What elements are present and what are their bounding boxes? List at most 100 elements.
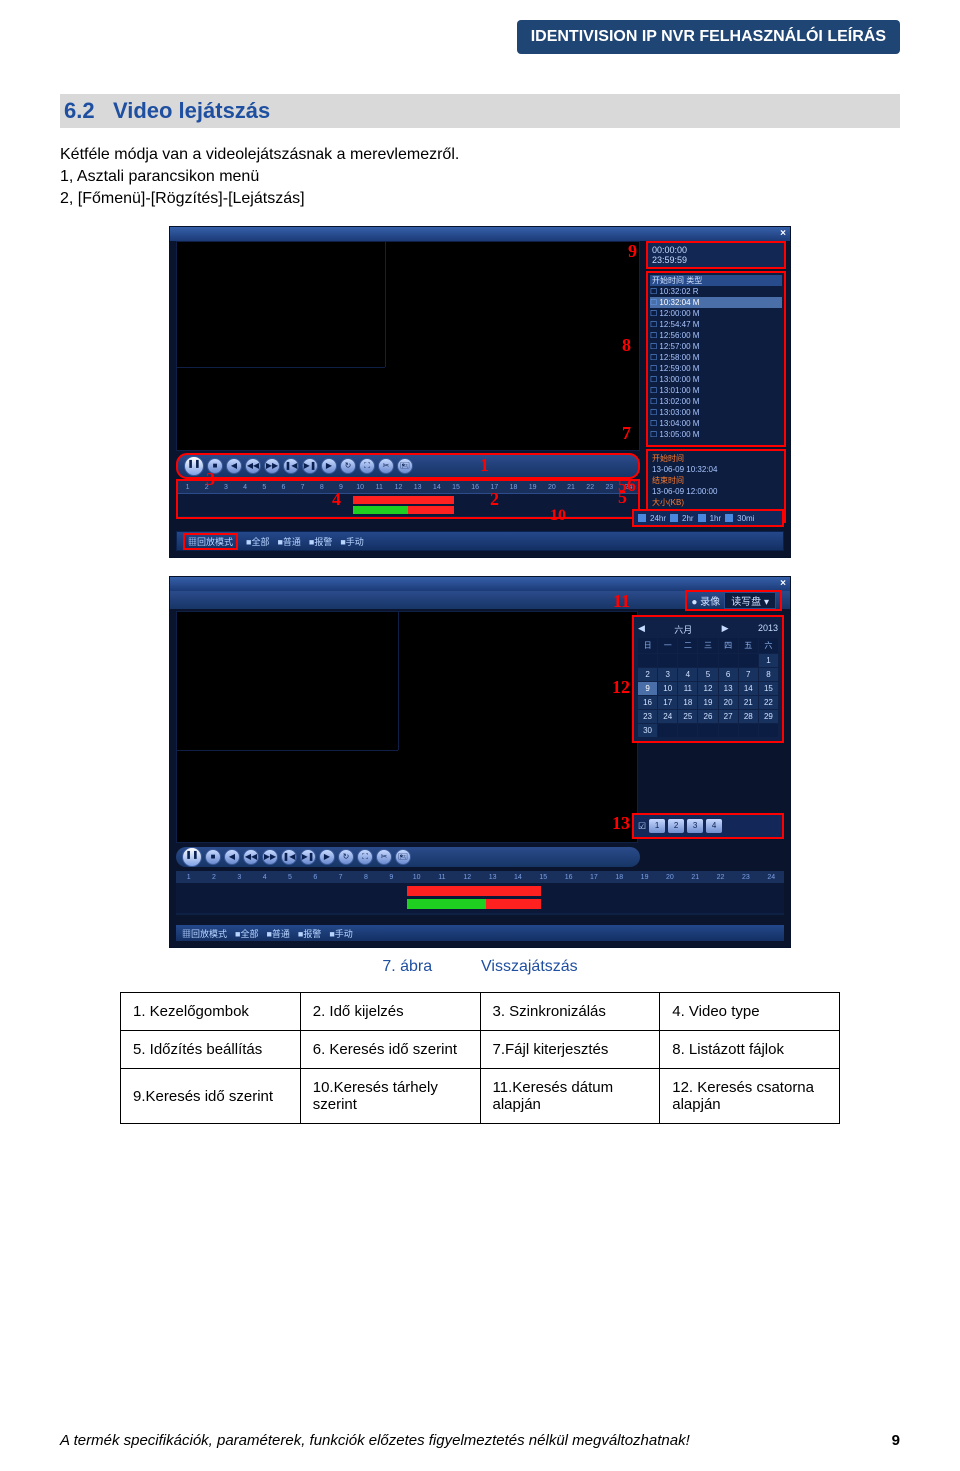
- footer-disclaimer: A termék specifikációk, paraméterek, fun…: [60, 1432, 690, 1449]
- list-item[interactable]: 13:01:00 M: [650, 385, 782, 396]
- bottom-bar: ▦回放模式 ■全部 ■普通 ■报警 ■手动: [176, 531, 784, 551]
- annotation-5: 5: [618, 487, 627, 508]
- list-item[interactable]: 13:00:00 M: [650, 374, 782, 385]
- annotation-9: 9: [628, 241, 637, 262]
- filter-all[interactable]: ■全部: [235, 927, 258, 940]
- annotation-2: 2: [490, 489, 499, 510]
- fullscreen-button[interactable]: ⛶: [357, 849, 373, 865]
- snapshot-button[interactable]: 🖭: [395, 849, 411, 865]
- rewind-button[interactable]: ◀◀: [243, 849, 259, 865]
- table-cell: 8. Listázott fájlok: [660, 1031, 840, 1069]
- list-item[interactable]: 10:32:02 R: [650, 286, 782, 297]
- table-cell: 9.Keresés idő szerint: [121, 1069, 301, 1124]
- table-cell: 7.Fájl kiterjesztés: [480, 1031, 660, 1069]
- stepfwd-button[interactable]: ▶❚: [300, 849, 316, 865]
- bottom-bar: ▦回放模式 ■全部 ■普通 ■报警 ■手动: [176, 925, 784, 941]
- figure-caption: 7. ábra Visszajátszás: [60, 958, 900, 976]
- list-item[interactable]: 13:04:00 M: [650, 418, 782, 429]
- time-scale-legend[interactable]: 24hr 2hr 1hr 30mi: [632, 509, 784, 527]
- scale-30min[interactable]: 30mi: [737, 514, 754, 523]
- pause-button[interactable]: ❚❚: [182, 847, 202, 867]
- list-item[interactable]: 12:57:00 M: [650, 341, 782, 352]
- stepback-button[interactable]: ❚◀: [281, 849, 297, 865]
- calendar-panel[interactable]: ◀ 六月 ▶ 2013 日一二三四五六......123456789101112…: [632, 615, 784, 743]
- stepback-button[interactable]: ❚◀: [283, 458, 299, 474]
- channel-1-button[interactable]: 1: [649, 819, 665, 833]
- annotation-4: 4: [332, 489, 341, 510]
- annotation-10: 10: [550, 507, 566, 525]
- list-item[interactable]: 12:56:00 M: [650, 330, 782, 341]
- next-button[interactable]: ▶: [321, 458, 337, 474]
- list-item[interactable]: 13:02:00 M: [650, 396, 782, 407]
- record-radio[interactable]: ● 录像: [691, 593, 720, 608]
- list-item[interactable]: 12:59:00 M: [650, 363, 782, 374]
- annotation-1: 1: [480, 455, 489, 476]
- recording-file-list[interactable]: 开始时间 类型 10:32:02 R 10:32:04 M 12:00:00 M…: [646, 271, 786, 447]
- playback-mode-button[interactable]: ▦回放模式: [183, 533, 238, 550]
- close-icon[interactable]: ×: [780, 578, 786, 589]
- playback-screenshot-2: × ● 录像 读写盘 ▾ ◀ 六月 ▶ 2013: [169, 576, 791, 948]
- list-item[interactable]: 12:54:47 M: [650, 319, 782, 330]
- playback-controls: ❚❚ ■ ◀ ◀◀ ▶▶ ❚◀ ▶❚ ▶ ↻ ⛶ ✂ 🖭: [176, 847, 640, 867]
- filter-normal[interactable]: ■普通: [266, 927, 289, 940]
- fastfwd-button[interactable]: ▶▶: [264, 458, 280, 474]
- filter-alarm[interactable]: ■报警: [309, 535, 332, 548]
- filter-manual[interactable]: ■手动: [340, 535, 363, 548]
- channel-3-button[interactable]: 3: [687, 819, 703, 833]
- pause-button[interactable]: ❚❚: [184, 456, 204, 476]
- list-item[interactable]: 13:03:00 M: [650, 407, 782, 418]
- playback-screenshot-1: × 00:00:00 23:59:59 开始时间 类型 10:32:02 R 1…: [169, 226, 791, 558]
- cut-button[interactable]: ✂: [378, 458, 394, 474]
- scale-2hr[interactable]: 2hr: [682, 514, 694, 523]
- list-item[interactable]: 12:00:00 M: [650, 308, 782, 319]
- channel-all-checkbox[interactable]: ☑: [638, 821, 646, 832]
- list-item[interactable]: 12:58:00 M: [650, 352, 782, 363]
- list-item[interactable]: 10:32:04 M: [650, 297, 782, 308]
- fullscreen-button[interactable]: ⛶: [359, 458, 375, 474]
- channel-select-panel[interactable]: ☑ 1 2 3 4: [632, 813, 784, 839]
- document-header-badge: IDENTIVISION IP NVR FELHASZNÁLÓI LEÍRÁS: [517, 20, 900, 54]
- section-title-text: Video lejátszás: [113, 98, 270, 123]
- playback-mode-button[interactable]: ▦回放模式: [182, 927, 227, 940]
- info-end-value: 13-06-09 12:00:00: [652, 486, 780, 497]
- scale-1hr[interactable]: 1hr: [710, 514, 722, 523]
- list-header: 开始时间 类型: [650, 275, 782, 286]
- annotation-7: 7: [622, 423, 631, 444]
- filter-all[interactable]: ■全部: [246, 535, 269, 548]
- loop-button[interactable]: ↻: [340, 458, 356, 474]
- legend-table: 1. Kezelőgombok 2. Idő kijelzés 3. Szink…: [120, 992, 840, 1124]
- prev-month-icon[interactable]: ◀: [638, 623, 645, 636]
- snapshot-button[interactable]: 🖭: [397, 458, 413, 474]
- playback-timeline[interactable]: 123456789101112131415161718192021222324: [176, 479, 640, 519]
- channel-2-button[interactable]: 2: [668, 819, 684, 833]
- prev-button[interactable]: ◀: [224, 849, 240, 865]
- filter-normal[interactable]: ■普通: [277, 535, 300, 548]
- prev-button[interactable]: ◀: [226, 458, 242, 474]
- filter-alarm[interactable]: ■报警: [298, 927, 321, 940]
- fastfwd-button[interactable]: ▶▶: [262, 849, 278, 865]
- stepfwd-button[interactable]: ▶❚: [302, 458, 318, 474]
- channel-4-button[interactable]: 4: [706, 819, 722, 833]
- loop-button[interactable]: ↻: [338, 849, 354, 865]
- rewind-button[interactable]: ◀◀: [245, 458, 261, 474]
- playback-controls: ❚❚ ■ ◀ ◀◀ ▶▶ ❚◀ ▶❚ ▶ ↻ ⛶ ✂ 🖭: [176, 453, 640, 479]
- cut-button[interactable]: ✂: [376, 849, 392, 865]
- next-button[interactable]: ▶: [319, 849, 335, 865]
- playback-timeline[interactable]: 123456789101112131415161718192021222324: [176, 871, 784, 915]
- list-item[interactable]: 13:05:00 M: [650, 429, 782, 440]
- section-heading: 6.2 Video lejátszás: [60, 94, 900, 128]
- next-month-icon[interactable]: ▶: [722, 623, 729, 636]
- annotation-11: 11: [613, 591, 630, 612]
- stop-button[interactable]: ■: [205, 849, 221, 865]
- scale-24hr[interactable]: 24hr: [650, 514, 666, 523]
- info-end-label: 结束时间: [652, 476, 684, 485]
- method-line-2: 2, [Főmenü]-[Rögzítés]-[Lejátszás]: [60, 190, 900, 208]
- close-icon[interactable]: ×: [780, 228, 786, 239]
- video-grid: [176, 611, 638, 843]
- filter-manual[interactable]: ■手动: [329, 927, 352, 940]
- annotation-8: 8: [622, 335, 631, 356]
- storage-select[interactable]: 读写盘 ▾: [724, 592, 776, 609]
- calendar-month: 六月: [674, 623, 692, 636]
- table-cell: 3. Szinkronizálás: [480, 993, 660, 1031]
- calendar-year: 2013: [758, 623, 778, 636]
